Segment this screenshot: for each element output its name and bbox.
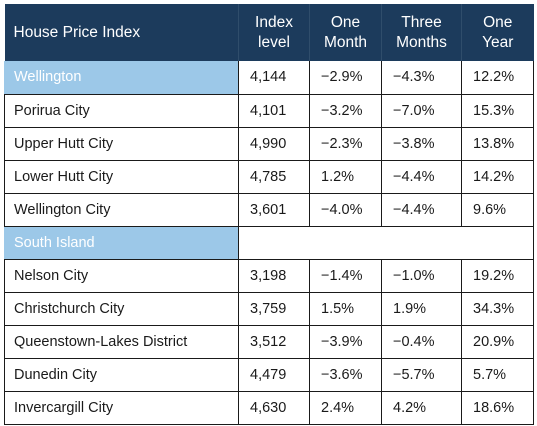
row-three-months: −3.8% bbox=[381, 127, 462, 161]
table-row: Lower Hutt City 4,785 1.2% −4.4% 14.2% bbox=[4, 160, 534, 194]
row-name: Wellington City bbox=[4, 193, 239, 227]
header-three-months: Three Months bbox=[381, 4, 462, 61]
header-index-level: Index level bbox=[238, 4, 310, 61]
table-row: Christchurch City 3,759 1.5% 1.9% 34.3% bbox=[4, 292, 534, 326]
house-price-index-table: House Price Index Index level One Month … bbox=[4, 4, 534, 425]
row-one-year: 19.2% bbox=[461, 259, 534, 293]
row-one-year: 12.2% bbox=[461, 61, 534, 95]
row-index-level: 3,512 bbox=[238, 325, 310, 359]
table-row-region-south-island: South Island bbox=[4, 226, 534, 260]
row-name: Nelson City bbox=[4, 259, 239, 293]
header-three-line1: Three bbox=[401, 13, 442, 31]
row-three-months: −0.4% bbox=[381, 325, 462, 359]
table-row: Upper Hutt City 4,990 −2.3% −3.8% 13.8% bbox=[4, 127, 534, 161]
row-one-month: −3.2% bbox=[309, 94, 382, 128]
row-three-months: −4.4% bbox=[381, 160, 462, 194]
row-one-year: 20.9% bbox=[461, 325, 534, 359]
row-index-level: 4,990 bbox=[238, 127, 310, 161]
table-header-row: House Price Index Index level One Month … bbox=[4, 4, 534, 61]
row-name: Porirua City bbox=[4, 94, 239, 128]
row-one-month bbox=[309, 226, 382, 260]
row-three-months: −4.4% bbox=[381, 193, 462, 227]
row-name: South Island bbox=[4, 226, 239, 260]
row-one-year: 14.2% bbox=[461, 160, 534, 194]
header-one-year: One Year bbox=[462, 4, 534, 61]
row-one-month: −1.4% bbox=[309, 259, 382, 293]
row-index-level: 3,601 bbox=[238, 193, 310, 227]
row-one-month: 1.2% bbox=[309, 160, 382, 194]
row-one-month: −4.0% bbox=[309, 193, 382, 227]
row-index-level: 4,630 bbox=[238, 391, 310, 425]
table-row: Nelson City 3,198 −1.4% −1.0% 19.2% bbox=[4, 259, 534, 293]
row-name: Dunedin City bbox=[4, 358, 239, 392]
header-year-line1: One bbox=[483, 13, 513, 31]
row-index-level: 4,101 bbox=[238, 94, 310, 128]
header-index-line1: Index bbox=[255, 13, 293, 31]
header-three-line2: Months bbox=[396, 33, 447, 51]
header-year-line2: Year bbox=[482, 33, 514, 51]
row-one-year: 5.7% bbox=[461, 358, 534, 392]
table-row-region-wellington: Wellington 4,144 −2.9% −4.3% 12.2% bbox=[4, 61, 534, 95]
row-one-month: −3.9% bbox=[309, 325, 382, 359]
table-row: Dunedin City 4,479 −3.6% −5.7% 5.7% bbox=[4, 358, 534, 392]
row-three-months: 4.2% bbox=[381, 391, 462, 425]
header-index-line2: level bbox=[258, 33, 290, 51]
row-one-year: 9.6% bbox=[461, 193, 534, 227]
row-index-level bbox=[238, 226, 310, 260]
header-name: House Price Index bbox=[4, 4, 239, 61]
row-one-month: −3.6% bbox=[309, 358, 382, 392]
row-three-months: −7.0% bbox=[381, 94, 462, 128]
row-index-level: 4,144 bbox=[238, 61, 310, 95]
row-index-level: 3,198 bbox=[238, 259, 310, 293]
row-index-level: 4,479 bbox=[238, 358, 310, 392]
row-three-months: −4.3% bbox=[381, 61, 462, 95]
table-row: Queenstown-Lakes District 3,512 −3.9% −0… bbox=[4, 325, 534, 359]
row-index-level: 4,785 bbox=[238, 160, 310, 194]
row-three-months: 1.9% bbox=[381, 292, 462, 326]
row-one-month: 1.5% bbox=[309, 292, 382, 326]
row-name: Wellington bbox=[4, 61, 239, 95]
row-three-months bbox=[381, 226, 462, 260]
table-row: Invercargill City 4,630 2.4% 4.2% 18.6% bbox=[4, 391, 534, 425]
row-one-month: −2.9% bbox=[309, 61, 382, 95]
row-index-level: 3,759 bbox=[238, 292, 310, 326]
row-name: Lower Hutt City bbox=[4, 160, 239, 194]
header-name-label: House Price Index bbox=[13, 23, 141, 41]
row-one-year: 15.3% bbox=[461, 94, 534, 128]
row-one-year: 18.6% bbox=[461, 391, 534, 425]
header-month-line1: One bbox=[330, 13, 361, 31]
header-month-line2: Month bbox=[323, 33, 368, 51]
row-one-year bbox=[461, 226, 534, 260]
header-one-month: One Month bbox=[309, 4, 382, 61]
row-three-months: −1.0% bbox=[381, 259, 462, 293]
row-one-year: 13.8% bbox=[461, 127, 534, 161]
table-row: Porirua City 4,101 −3.2% −7.0% 15.3% bbox=[4, 94, 534, 128]
row-three-months: −5.7% bbox=[381, 358, 462, 392]
row-one-month: −2.3% bbox=[309, 127, 382, 161]
row-one-month: 2.4% bbox=[309, 391, 382, 425]
row-name: Upper Hutt City bbox=[4, 127, 239, 161]
row-name: Invercargill City bbox=[4, 391, 239, 425]
row-one-year: 34.3% bbox=[461, 292, 534, 326]
row-name: Christchurch City bbox=[4, 292, 239, 326]
table-row: Wellington City 3,601 −4.0% −4.4% 9.6% bbox=[4, 193, 534, 227]
row-name: Queenstown-Lakes District bbox=[4, 325, 239, 359]
